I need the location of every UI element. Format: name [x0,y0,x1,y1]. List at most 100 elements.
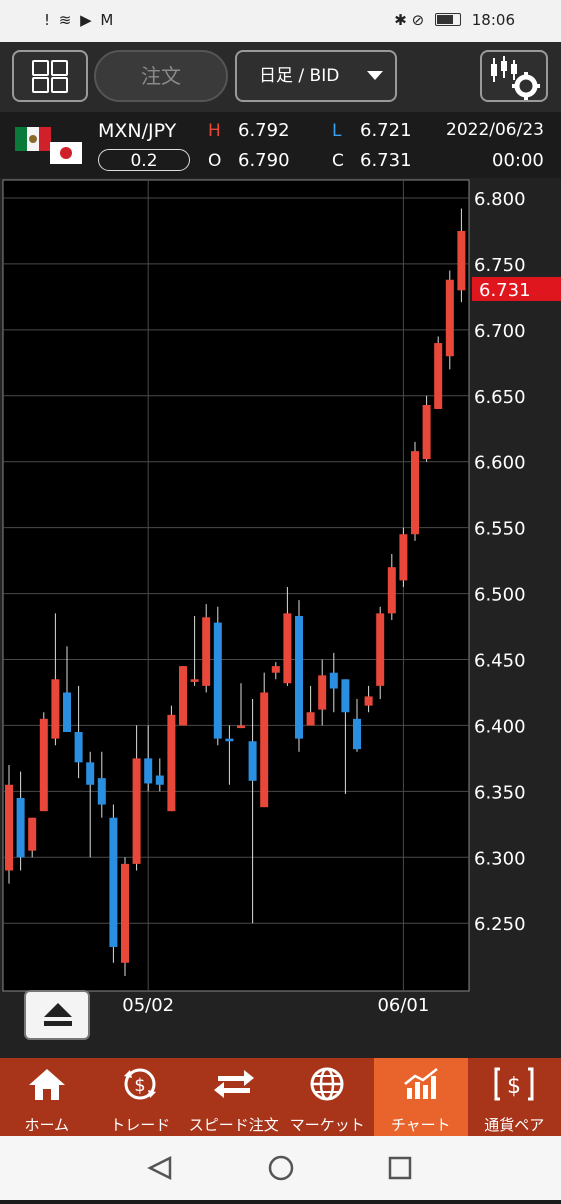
candle-body [191,679,199,682]
candle-body [365,696,373,705]
nav-item-trade[interactable]: $ トレード [94,1058,188,1136]
candle-body [63,692,71,732]
grid-icon [32,60,68,92]
candle-body [376,613,384,686]
open-label: O [208,151,221,171]
candle-body [423,405,431,459]
low-value: 6.721 [360,120,412,141]
nav-item-label: トレード [94,1114,188,1135]
ticker-info: MXN/JPY 0.2 H 6.792 L 6.721 O 6.790 C 6.… [0,112,561,178]
nav-item-market-globe[interactable]: マーケット [281,1058,375,1136]
candlestick-chart[interactable]: 6.8006.7506.7006.6506.6006.5506.5006.450… [0,178,561,1058]
home-circle-icon[interactable] [270,1157,292,1179]
y-tick-label: 6.500 [474,585,526,606]
period-select[interactable]: 日足 / BID [235,50,397,102]
candle-body [5,785,13,871]
close-label: C [332,151,344,171]
candle-body [51,679,59,738]
candle-body [28,818,36,851]
clock: 18:06 [472,11,515,29]
candle-body [202,617,210,686]
open-value: 6.790 [238,150,290,171]
high-value: 6.792 [238,120,290,141]
recents-icon[interactable] [390,1158,410,1178]
candle-body [260,692,268,807]
y-tick-label: 6.700 [474,321,526,342]
svg-text:$: $ [135,1075,146,1096]
candle-body [307,712,315,725]
system-navigation-bar [0,1136,561,1200]
plot-area [3,180,469,991]
currency-pair-name: MXN/JPY [98,120,176,142]
candle-body [133,758,141,863]
candle-body [179,666,187,725]
nav-item-label: マーケット [281,1114,375,1135]
chevron-down-icon [367,71,383,80]
nav-item-label: 通貨ペア [468,1114,561,1135]
svg-text:$: $ [507,1074,521,1099]
candle-body [214,623,222,739]
candle-body [237,725,245,728]
time: 00:00 [492,150,544,171]
y-tick-label: 6.550 [474,519,526,540]
candle-body [399,534,407,580]
order-button[interactable]: 注文 [94,50,228,102]
home-icon [27,1066,67,1102]
market-globe-icon [307,1066,347,1102]
date: 2022/06/23 [446,120,544,140]
y-tick-label: 6.600 [474,453,526,474]
candle-body [17,798,25,857]
spread-badge: 0.2 [98,149,190,171]
y-tick-label: 6.300 [474,848,526,869]
nav-item-chart[interactable]: チャート [374,1058,468,1136]
y-tick-label: 6.400 [474,716,526,737]
x-tick-label: 05/02 [122,995,174,1016]
japan-flag-icon [50,142,82,164]
layout-grid-button[interactable] [12,50,88,102]
status-bar: ! ≋ ▶ M ✱ ⊘ 18:06 [0,0,561,42]
nav-item-home[interactable]: ホーム [0,1058,94,1136]
candle-body [86,762,94,784]
y-tick-label: 6.450 [474,651,526,672]
candle-body [446,280,454,356]
candle-body [225,739,233,742]
nav-item-label: チャート [374,1114,468,1135]
candle-body [411,451,419,534]
y-tick-label: 6.250 [474,914,526,935]
nav-item-speed-order[interactable]: スピード注文 [187,1058,281,1136]
candle-body [167,715,175,811]
chart-settings-button[interactable] [480,50,548,102]
candle-body [75,732,83,762]
battery-icon [435,13,461,26]
x-tick-label: 06/01 [377,995,429,1016]
notification-icons: ! ≋ ▶ M [44,11,115,29]
nav-item-currency-pair[interactable]: $ 通貨ペア [468,1058,561,1136]
candle-body [144,758,152,783]
candle-gear-icon [482,52,546,100]
trade-icon: $ [120,1066,160,1102]
candle-body [457,231,465,290]
candle-body [40,719,48,811]
speed-order-icon [214,1066,254,1102]
bottom-navigation: ホーム $ トレードスピード注文マーケットチャート $ 通貨ペア [0,1058,561,1136]
y-tick-label: 6.650 [474,387,526,408]
period-label: 日足 / BID [259,66,339,86]
candle-body [249,741,257,781]
candle-body [353,719,361,749]
candle-body [272,666,280,673]
y-tick-label: 6.350 [474,782,526,803]
close-value: 6.731 [360,150,412,171]
low-label: L [332,121,341,141]
candle-body [341,679,349,712]
candle-body [388,567,396,613]
high-label: H [208,121,221,141]
mexico-flag-icon [15,127,51,151]
system-status: ✱ ⊘ 18:06 [394,11,515,29]
currency-pair-icon: $ [494,1066,534,1102]
candle-body [109,818,117,947]
system-icons: ✱ ⊘ [394,11,424,29]
collapse-panel-button[interactable] [24,990,90,1040]
back-icon[interactable] [150,1158,170,1178]
candle-body [318,675,326,709]
